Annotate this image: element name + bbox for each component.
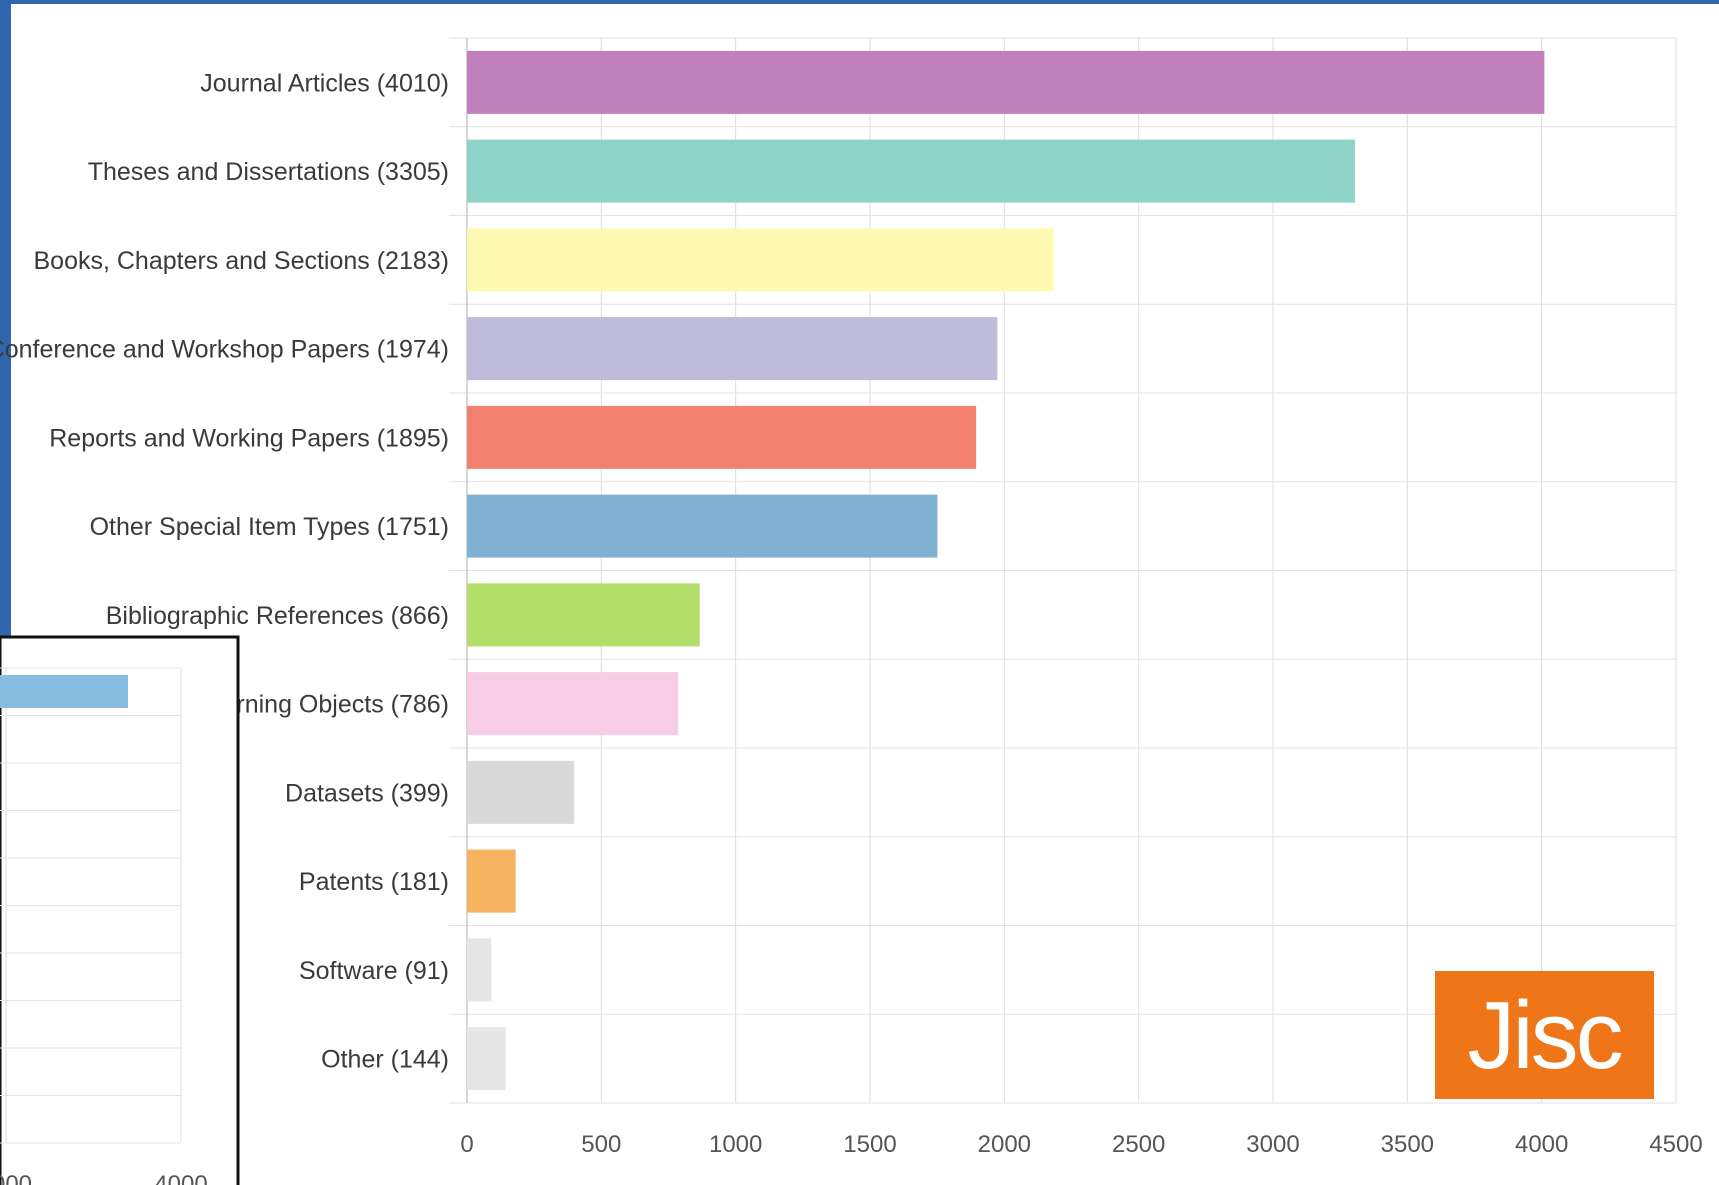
bar [467,228,1054,292]
category-label: Other Special Item Types (1751) [90,513,449,541]
bar [467,583,700,647]
x-tick-label: 3500 [1381,1131,1434,1158]
category-label: Conference and Workshop Papers (1974) [0,336,449,364]
x-tick-label: 2000 [978,1131,1031,1158]
inset-background [0,635,240,1185]
x-tick-label: 3000 [1246,1131,1299,1158]
bar [467,938,492,1002]
category-label: Datasets (399) [285,779,449,807]
x-tick-label: 1000 [709,1131,762,1158]
bar [467,405,977,469]
x-tick-label: 4500 [1649,1131,1702,1158]
inset-bar [0,675,128,708]
bar [467,317,998,381]
inset-x-tick-label: 000 [0,1171,32,1185]
main-bar-chart: 0 500 1000 1500 2000 2500 3000 3500 4000 4500 Jour… [0,37,1703,1158]
category-label: Patents (181) [299,868,449,896]
bar [467,672,679,736]
logo-text: Jisc [1467,982,1621,1089]
category-label: Reports and Working Papers (1895) [49,424,449,452]
x-tick-label: 1500 [843,1131,896,1158]
inset-chart-panel: 000 4000 [0,635,240,1185]
bar [467,849,516,913]
category-label: Other (144) [321,1046,449,1074]
logo-background [1435,971,1654,1099]
category-label: Theses and Dissertations (3305) [88,158,449,186]
inset-x-tick-label: 4000 [154,1171,207,1185]
bar [467,139,1355,203]
category-label: Journal Articles (4010) [200,69,449,97]
category-label: Bibliographic References (866) [106,602,449,630]
bar [467,760,575,824]
category-label: Software (91) [299,957,449,985]
bar [467,494,938,558]
bar [467,50,1545,114]
x-tick-label: 4000 [1515,1131,1568,1158]
category-label: Books, Chapters and Sections (2183) [33,247,449,275]
x-tick-label: 2500 [1112,1131,1165,1158]
x-tick-label: 0 [460,1131,473,1158]
x-tick-label: 500 [581,1131,621,1158]
jisc-logo: Jisc [1435,971,1654,1099]
bar [467,1027,506,1091]
